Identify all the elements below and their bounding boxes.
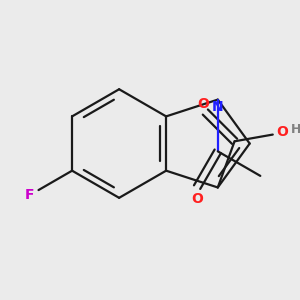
Text: O: O bbox=[191, 192, 203, 206]
Text: O: O bbox=[276, 125, 288, 139]
Text: N: N bbox=[212, 100, 224, 114]
Text: H: H bbox=[291, 123, 300, 136]
Text: F: F bbox=[25, 188, 34, 202]
Text: O: O bbox=[197, 97, 209, 111]
